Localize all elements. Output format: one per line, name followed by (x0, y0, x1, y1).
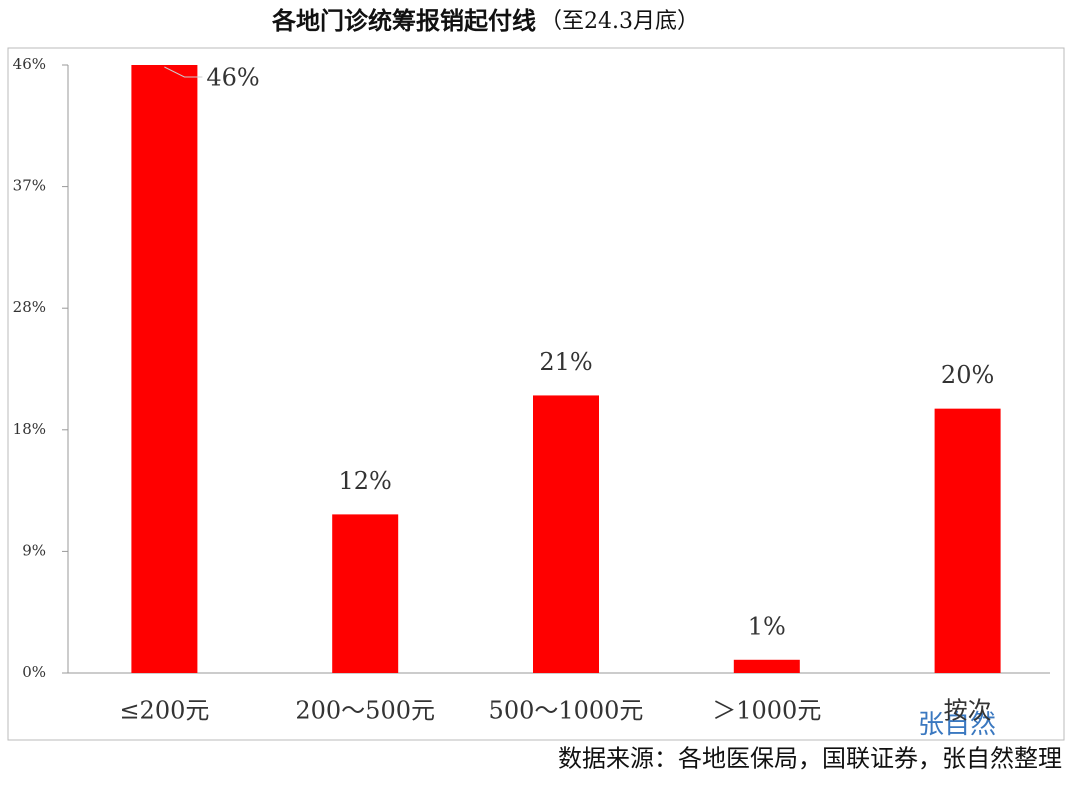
value-label: 1% (748, 612, 786, 640)
value-label: 12% (339, 467, 392, 495)
x-tick-label: 200～500元 (295, 697, 435, 725)
y-tick-label: 37% (13, 177, 46, 195)
value-label: 21% (539, 348, 592, 376)
x-tick-label: ＞1000元 (712, 697, 821, 725)
source-note: 数据来源：各地医保局，国联证券，张自然整理 (558, 745, 1062, 773)
y-tick-label: 18% (13, 420, 46, 438)
y-tick-label: 46% (13, 55, 46, 73)
bar (332, 514, 399, 673)
value-label: 20% (941, 361, 994, 389)
plot-frame (7, 47, 1065, 741)
y-tick-label: 28% (13, 298, 46, 316)
value-label: 46% (206, 64, 259, 92)
y-tick-label: 0% (22, 663, 46, 681)
chart-subtitle: （至24.3月底） (540, 9, 699, 34)
x-tick-label: 按次 (944, 697, 992, 725)
x-tick-label: ≤200元 (119, 697, 209, 725)
bar (733, 659, 800, 673)
bar (131, 65, 198, 673)
leader-line (164, 66, 203, 78)
watermark: 张自然 (918, 710, 996, 740)
y-tick-label: 9% (22, 541, 46, 559)
x-tick-label: 500～1000元 (489, 697, 644, 725)
bar (934, 408, 1001, 673)
bar (533, 395, 599, 673)
chart-title: 各地门诊统筹报销起付线 (271, 7, 536, 35)
